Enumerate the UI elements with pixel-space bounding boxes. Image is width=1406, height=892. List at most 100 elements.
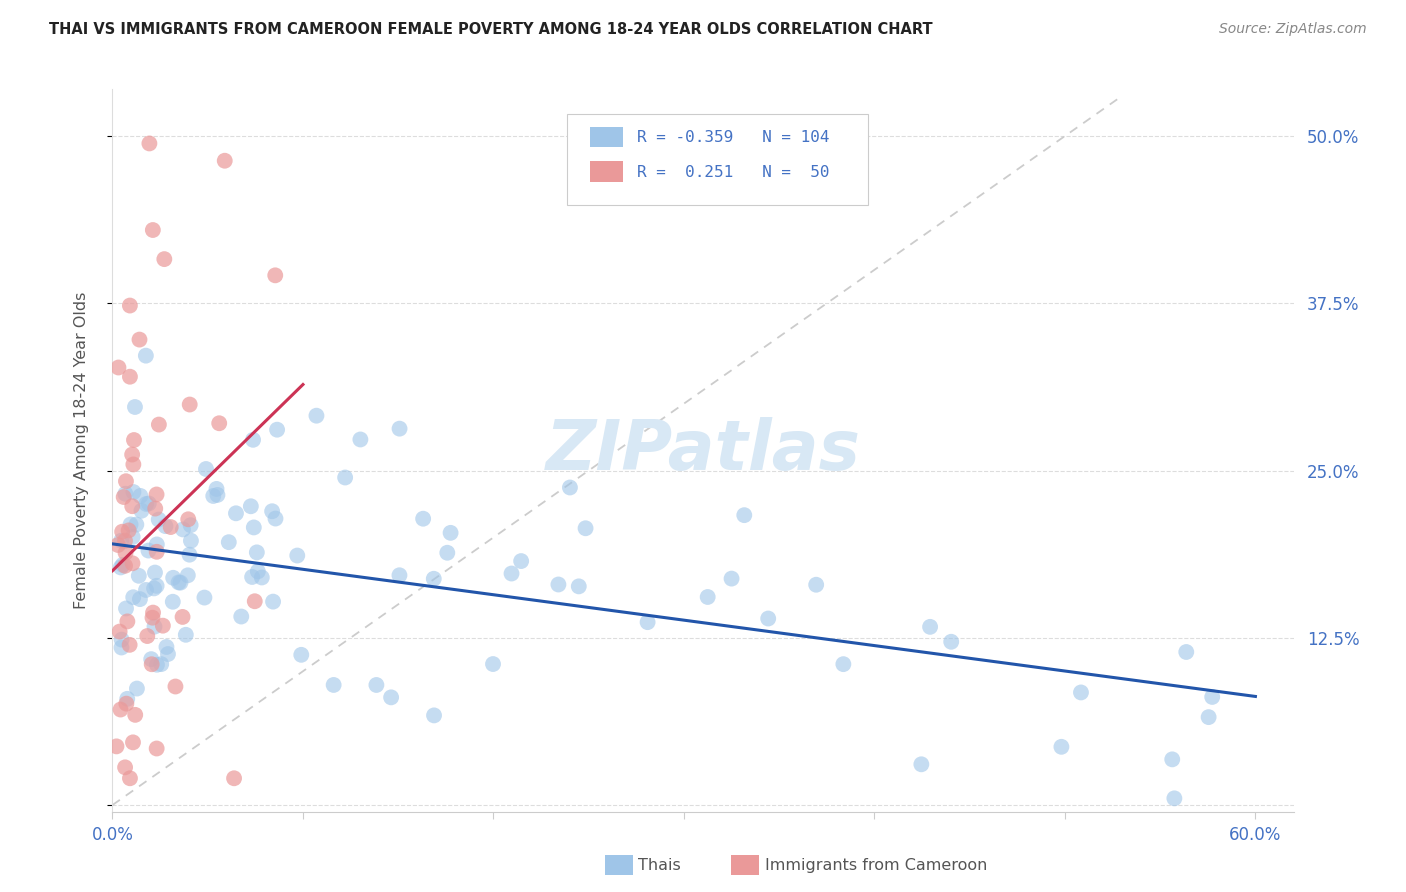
Point <box>122 458 145 472</box>
Point <box>118 299 141 313</box>
Point <box>131 504 153 518</box>
Point <box>135 582 157 597</box>
Point <box>756 611 779 625</box>
Point <box>180 533 202 548</box>
Point <box>110 533 132 548</box>
Point <box>135 497 157 511</box>
Point <box>246 545 269 559</box>
Point <box>239 500 262 514</box>
Point <box>637 615 659 629</box>
FancyBboxPatch shape <box>567 114 869 205</box>
Point <box>145 545 167 559</box>
Point <box>155 640 177 654</box>
Point <box>250 570 273 584</box>
Point <box>240 570 263 584</box>
Point <box>1050 739 1073 754</box>
Text: R =  0.251   N =  50: R = 0.251 N = 50 <box>637 165 830 180</box>
Point <box>141 657 163 672</box>
Point <box>165 680 187 694</box>
Point <box>436 546 458 560</box>
Point <box>110 702 132 716</box>
Point <box>108 624 131 639</box>
Point <box>193 591 215 605</box>
Point <box>128 333 150 347</box>
Point <box>177 512 200 526</box>
Point <box>1070 685 1092 699</box>
Point <box>366 678 388 692</box>
Point <box>501 566 523 581</box>
Point <box>208 416 231 430</box>
Point <box>143 582 166 596</box>
Point <box>214 153 236 168</box>
Point <box>118 369 141 384</box>
Text: Immigrants from Cameroon: Immigrants from Cameroon <box>765 858 987 872</box>
Point <box>266 423 288 437</box>
Point <box>388 422 411 436</box>
Point <box>129 592 152 607</box>
Point <box>568 579 591 593</box>
Point <box>349 433 371 447</box>
Point <box>129 489 152 503</box>
Point <box>574 521 596 535</box>
Point <box>138 496 160 510</box>
Point <box>107 538 129 552</box>
Point <box>547 577 569 591</box>
Point <box>112 490 135 504</box>
Text: Source: ZipAtlas.com: Source: ZipAtlas.com <box>1219 22 1367 37</box>
Point <box>156 647 179 661</box>
FancyBboxPatch shape <box>589 161 623 182</box>
Point <box>262 594 284 608</box>
Point <box>920 620 942 634</box>
Point <box>218 535 240 549</box>
Point <box>122 591 145 605</box>
Point <box>1201 690 1223 704</box>
Point <box>128 568 150 582</box>
FancyBboxPatch shape <box>589 127 623 147</box>
Point <box>110 560 132 574</box>
Point <box>333 470 356 484</box>
Point <box>423 708 446 723</box>
Point <box>380 690 402 705</box>
Point <box>159 520 181 534</box>
Point <box>153 252 176 266</box>
Text: THAI VS IMMIGRANTS FROM CAMEROON FEMALE POVERTY AMONG 18-24 YEAR OLDS CORRELATIO: THAI VS IMMIGRANTS FROM CAMEROON FEMALE … <box>49 22 932 37</box>
Point <box>115 697 138 711</box>
Point <box>125 681 148 696</box>
Point <box>114 760 136 774</box>
Point <box>439 525 461 540</box>
Point <box>111 558 134 572</box>
Point <box>118 771 141 786</box>
Point <box>107 360 129 375</box>
Point <box>222 771 245 786</box>
Point <box>115 691 138 706</box>
Point <box>143 566 166 580</box>
Point <box>115 474 138 488</box>
Point <box>733 508 755 523</box>
Point <box>1163 791 1185 805</box>
Point <box>172 610 194 624</box>
Point <box>118 638 141 652</box>
Point <box>205 482 228 496</box>
Point <box>177 568 200 582</box>
Point <box>150 657 173 672</box>
Point <box>423 572 446 586</box>
Point <box>169 575 191 590</box>
Point <box>120 517 142 532</box>
Point <box>145 487 167 501</box>
Point <box>125 517 148 532</box>
Point <box>152 618 174 632</box>
Point <box>141 610 163 624</box>
Point <box>910 757 932 772</box>
Point <box>142 223 165 237</box>
Point <box>162 571 184 585</box>
Point <box>143 501 166 516</box>
Point <box>138 136 160 151</box>
Point <box>482 657 505 671</box>
Point <box>110 640 132 655</box>
Point <box>388 568 411 582</box>
Y-axis label: Female Poverty Among 18-24 Year Olds: Female Poverty Among 18-24 Year Olds <box>75 292 89 609</box>
Point <box>121 448 143 462</box>
Point <box>264 268 287 283</box>
Point <box>167 575 190 590</box>
Point <box>117 524 139 538</box>
